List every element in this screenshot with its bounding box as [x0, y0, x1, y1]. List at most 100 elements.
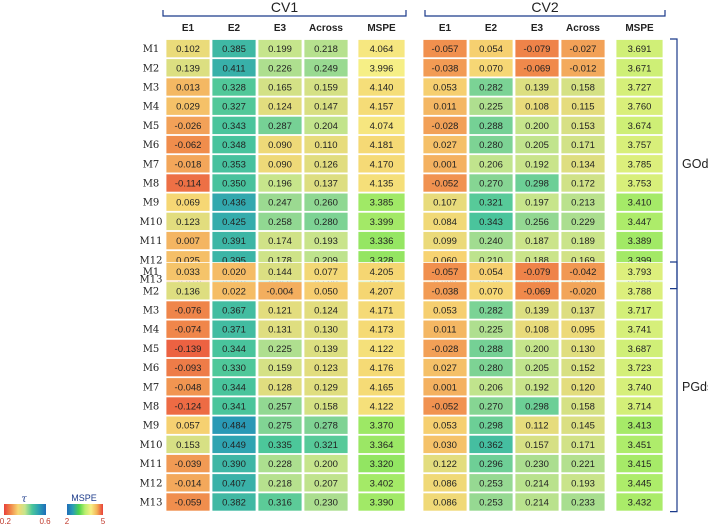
cell-value: 0.348	[222, 140, 246, 151]
panel-bracket	[424, 10, 666, 17]
cell-value: 0.090	[268, 159, 292, 170]
cell-value: 3.757	[628, 140, 652, 151]
cell-value: 0.122	[433, 459, 457, 470]
row-label: M13	[140, 498, 163, 509]
cell-value: -0.027	[570, 44, 597, 55]
heatmap-cell	[514, 415, 560, 435]
cell-value: 0.126	[314, 159, 338, 170]
heatmap-cell	[211, 281, 257, 301]
heatmap-cell	[257, 173, 303, 193]
heatmap-cell	[422, 173, 468, 193]
heatmap-cell	[615, 39, 664, 59]
cell-value: 3.364	[370, 440, 394, 451]
cell-value: 0.053	[433, 306, 457, 317]
tau-legend-max: 0.6	[39, 517, 51, 526]
heatmap-cell	[165, 415, 211, 435]
heatmap-cell	[615, 192, 664, 212]
row-label: M13	[140, 275, 163, 286]
heatmap-cell	[514, 492, 560, 512]
heatmap-cell	[422, 454, 468, 474]
cell-value: 0.382	[222, 498, 246, 509]
cell-value: 0.054	[479, 44, 503, 55]
cell-value: 0.200	[314, 459, 338, 470]
cell-value: 0.169	[571, 255, 595, 266]
cell-value: 0.022	[222, 286, 246, 297]
column-header: E3	[274, 23, 287, 34]
cell-value: 3.389	[628, 236, 652, 247]
cell-value: 0.124	[268, 102, 292, 113]
heatmap-cell	[357, 358, 406, 378]
heatmap-cell	[357, 338, 406, 358]
cell-value: 0.256	[525, 217, 549, 228]
cell-value: 0.001	[433, 159, 457, 170]
cell-value: 0.225	[268, 344, 292, 355]
cell-value: 0.288	[479, 121, 503, 132]
heatmap-cell	[514, 338, 560, 358]
heatmap-cell	[257, 358, 303, 378]
heatmap-cell	[422, 58, 468, 78]
heatmap-cell	[514, 135, 560, 155]
heatmap-cell	[560, 415, 606, 435]
heatmap-cell	[211, 454, 257, 474]
cell-value: 0.298	[525, 402, 549, 413]
cell-value: -0.052	[432, 179, 459, 190]
heatmap-cell	[357, 154, 406, 174]
cell-value: 3.399	[370, 217, 394, 228]
heatmap-cell	[257, 473, 303, 493]
heatmap-cell	[211, 77, 257, 97]
heatmap-cell	[468, 454, 514, 474]
heatmap-cell	[211, 492, 257, 512]
cell-value: 0.321	[479, 198, 503, 209]
heatmap-cell	[615, 396, 664, 416]
heatmap-cell	[257, 415, 303, 435]
heatmap-cell	[422, 492, 468, 512]
group-bracket	[670, 38, 678, 290]
heatmap-cell	[357, 415, 406, 435]
cell-value: 0.137	[314, 179, 338, 190]
heatmap-cell	[303, 115, 349, 135]
cell-value: 0.110	[314, 140, 337, 151]
cell-value: 0.204	[314, 121, 338, 132]
heatmap-cell	[468, 492, 514, 512]
cell-value: 0.221	[571, 459, 595, 470]
mspe-legend-max: 5	[101, 517, 106, 526]
heatmap-cell	[211, 96, 257, 116]
heatmap-cell	[165, 58, 211, 78]
cell-value: 0.070	[479, 286, 503, 297]
heatmap-cell	[468, 135, 514, 155]
cell-value: 0.189	[571, 236, 595, 247]
cell-value: 4.171	[370, 306, 394, 317]
cell-value: 0.353	[222, 159, 246, 170]
column-header: E3	[531, 23, 544, 34]
cell-value: -0.018	[175, 159, 202, 170]
heatmap-cell	[468, 58, 514, 78]
heatmap-cell	[357, 115, 406, 135]
cell-value: 0.484	[222, 421, 246, 432]
row-label: M10	[140, 217, 163, 228]
cell-value: 0.390	[222, 459, 246, 470]
cell-value: 0.225	[479, 325, 503, 336]
cell-value: 0.013	[176, 83, 200, 94]
cell-value: 0.108	[525, 102, 549, 113]
cell-value: 4.074	[370, 121, 394, 132]
tau-legend-title: τ	[21, 494, 27, 505]
heatmap-cell	[468, 300, 514, 320]
heatmap-cell	[514, 454, 560, 474]
heatmap-cell	[165, 300, 211, 320]
heatmap-cell	[468, 434, 514, 454]
cell-value: 0.077	[314, 267, 338, 278]
cell-value: 0.129	[314, 382, 338, 393]
cell-value: 0.029	[176, 102, 200, 113]
heatmap-cell	[468, 338, 514, 358]
heatmap-cell	[560, 454, 606, 474]
cell-value: 0.341	[222, 402, 246, 413]
column-header: Across	[566, 23, 600, 34]
cell-value: 0.188	[525, 255, 549, 266]
heatmap-cell	[211, 358, 257, 378]
heatmap-cell	[165, 338, 211, 358]
cell-value: 0.027	[433, 140, 457, 151]
heatmap-cell	[615, 473, 664, 493]
cell-value: 0.200	[525, 344, 549, 355]
heatmap-cell	[615, 96, 664, 116]
row-label: M3	[143, 306, 160, 317]
